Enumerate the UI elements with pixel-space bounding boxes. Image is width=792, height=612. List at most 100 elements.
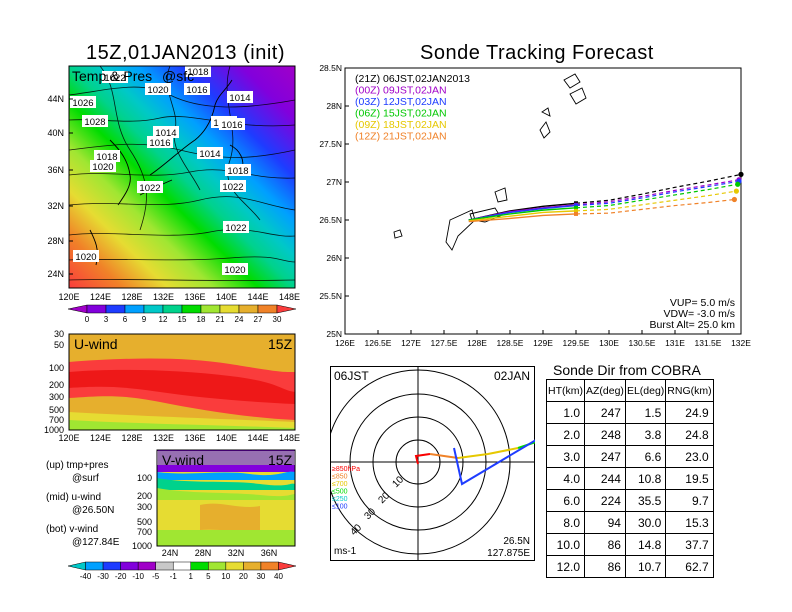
uwind-y-tick: 200 — [49, 380, 64, 390]
track-endpoint — [733, 188, 739, 194]
uwind-title: U-wind — [74, 336, 118, 352]
vwind-time: 15Z — [268, 452, 293, 468]
wind-colorbar-tick: -20 — [115, 572, 127, 581]
temp-colorbar-swatch — [257, 304, 278, 314]
track-legend-entry: (06Z) 15JST,02JAN — [355, 108, 447, 120]
track-legend-entry: (03Z) 12JST,02JAN — [355, 96, 447, 108]
isobar-label: 1016 — [149, 138, 170, 149]
uwind-x-tick: 128E — [121, 433, 142, 443]
table-row: 12.0 86 10.7 62.7 — [546, 555, 714, 578]
vwind-y-tick: 500 — [137, 517, 152, 527]
table-cell: 10.0 — [546, 533, 585, 556]
isobar-label: 1020 — [75, 252, 96, 263]
wind-colorbar-swatch — [225, 561, 244, 571]
table-cell: 24.9 — [665, 401, 714, 424]
polar-date: 02JAN — [494, 369, 530, 383]
track-endpoint — [735, 181, 741, 187]
map-lon-ticks: 120E 124E 128E 132E 136E 140E 144E 148E — [58, 292, 300, 302]
isobar-label-bg — [70, 96, 96, 108]
vwind-y-tick: 300 — [137, 502, 152, 512]
table-cell: 10.7 — [624, 555, 667, 578]
track-y-tick: 26N — [326, 253, 342, 263]
isobar-label: 1014 — [229, 93, 250, 104]
isobar-label: 1014 — [199, 149, 220, 160]
track-x-tick: 127E — [401, 338, 421, 348]
map-lat-tick: 44N — [47, 94, 64, 104]
vwind-panel — [156, 449, 296, 547]
track-y-tick: 27N — [326, 177, 342, 187]
uwind-y-tick: 30 — [54, 329, 64, 339]
track-x-tick: 127.5E — [431, 338, 458, 348]
isobar-label-bg — [219, 118, 245, 130]
uwind-y-tick: 100 — [49, 363, 64, 373]
temp-colorbar-tick: 0 — [85, 315, 90, 324]
wind-colorbar-tick: 40 — [274, 572, 283, 581]
isobar-label-bg — [197, 147, 223, 159]
table-cell: 1.0 — [546, 401, 585, 424]
table-cell: 62.7 — [665, 555, 714, 578]
table-cell: 86 — [584, 555, 626, 578]
isobar-label-bg — [94, 150, 120, 162]
island-outline — [494, 187, 508, 203]
vwind-y-tick: 700 — [137, 527, 152, 537]
track-x-tick: 128E — [467, 338, 487, 348]
track-series-solid — [468, 210, 577, 222]
cobra-table: HT(km) AZ(deg) EL(deg) RNG(km) 1.0 247 1.5 24.9… — [546, 379, 714, 578]
wind-colorbar-swatch — [208, 561, 227, 571]
table-header-cell: AZ(deg) — [584, 379, 626, 402]
map-lon-tick: 144E — [247, 292, 268, 302]
vwind-title: V-wind — [162, 452, 205, 468]
wind-colorbar-tick: -30 — [97, 572, 109, 581]
wind-colorbar-swatch — [190, 561, 209, 571]
isobar-label: 1022 — [139, 183, 160, 194]
map-lat-tick: 36N — [47, 165, 64, 175]
temp-colorbar-swatch — [67, 304, 88, 314]
temp-colorbar-tick: 30 — [273, 315, 282, 324]
map-title: Temp & Pres — [72, 68, 153, 84]
wind-colorbar: -40 -30 -20 -10 -5 -1 1 5 10 20 30 40 — [67, 561, 297, 581]
isobar-label-bg — [223, 221, 249, 233]
wind-colorbar-tick: 5 — [206, 572, 211, 581]
track-endpoint — [731, 196, 737, 203]
isobar-label: 1022 — [104, 73, 125, 84]
temp-colorbar-tick: 27 — [254, 315, 263, 324]
track-x-tick: 131.5E — [695, 338, 722, 348]
table-cell: 35.5 — [624, 489, 667, 512]
isobar-label-bg — [222, 263, 248, 275]
track-y-tick: 25N — [326, 329, 342, 339]
wind-colorbar-tick: 20 — [239, 572, 248, 581]
isobar-label-bg — [137, 181, 163, 193]
temp-colorbar-tick: 21 — [216, 315, 225, 324]
temp-colorbar-tick: 12 — [159, 315, 168, 324]
table-cell: 3.0 — [546, 445, 585, 468]
temp-colorbar-swatch — [162, 304, 183, 314]
map-lat-tick: 32N — [47, 201, 64, 211]
table-cell: 94 — [584, 511, 626, 534]
isobar-label-bg — [227, 91, 253, 103]
map-lon-tick: 128E — [121, 292, 142, 302]
isobar-label: 1028 — [84, 117, 105, 128]
temp-colorbar-swatch — [181, 304, 202, 314]
track-marker — [574, 208, 578, 213]
hodograph-segment — [453, 439, 535, 486]
legend-bot2: @127.84E — [72, 537, 120, 548]
track-y-tick: 27.5N — [319, 139, 342, 149]
wind-colorbar-swatch — [278, 561, 297, 571]
table-cell: 2.0 — [546, 423, 585, 446]
track-marker — [574, 211, 578, 216]
track-legend-entry: (00Z) 09JST,02JAN — [355, 85, 447, 97]
wind-colorbar-tick: -10 — [132, 572, 144, 581]
temp-colorbar-swatch — [143, 304, 164, 314]
wind-colorbar-tick: 1 — [189, 572, 194, 581]
table-row: 2.0 248 3.8 24.8 — [546, 423, 714, 446]
hodograph-segment — [414, 453, 431, 465]
table-cell: 247 — [584, 445, 626, 468]
legend-mid2: @26.50N — [72, 505, 115, 516]
track-y-tick: 28N — [326, 101, 342, 111]
isobar-label: 1020 — [92, 162, 113, 173]
isobar-label: 1020 — [224, 265, 245, 276]
temp-colorbar-tick: 9 — [142, 315, 147, 324]
wind-colorbar-swatch — [102, 561, 121, 571]
uwind-y-tick: 1000 — [44, 425, 64, 435]
track-x-tick: 126.5E — [365, 338, 392, 348]
